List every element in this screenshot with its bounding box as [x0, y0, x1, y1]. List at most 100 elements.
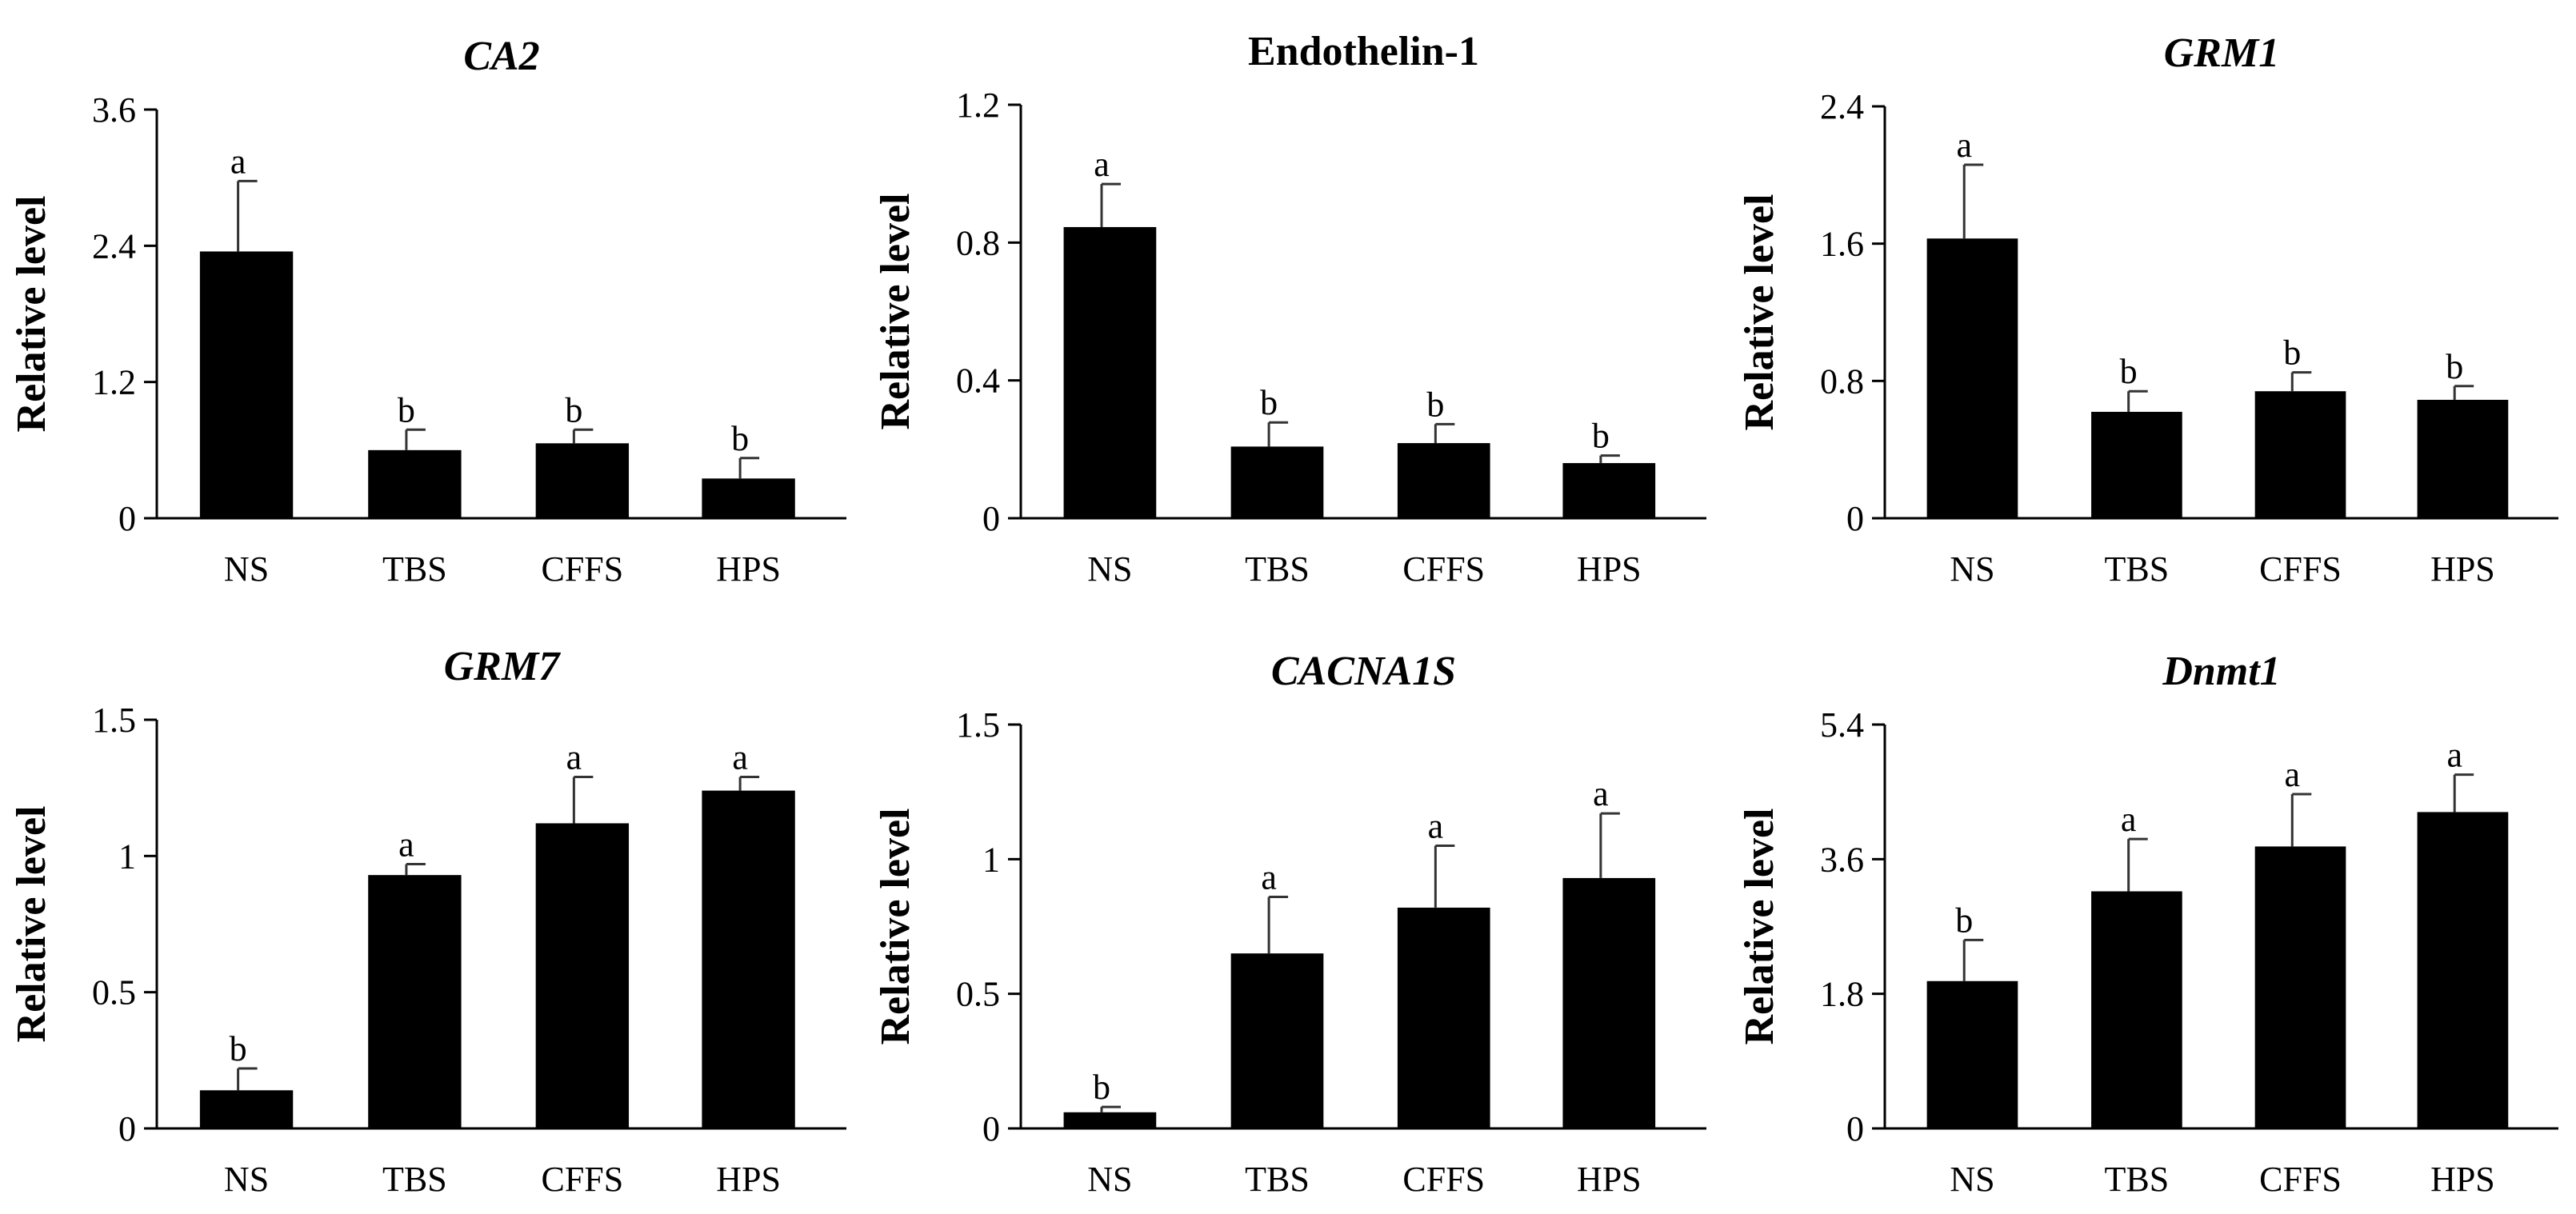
x-tick-label: CFFS — [541, 1160, 623, 1199]
y-tick-label: 0.8 — [956, 223, 1000, 262]
y-tick-label: 0.5 — [956, 975, 1000, 1014]
bar-tbs — [1230, 446, 1324, 518]
chart-panel-2: Endothelin-1 Relative level 0 0.4 0.8 1.2 a NS b… — [873, 29, 1706, 589]
y-tick-label: 0 — [982, 499, 1000, 538]
significance-label: b — [1426, 385, 1444, 424]
significance-label: b — [398, 390, 415, 429]
y-tick-label: 1 — [982, 840, 1000, 879]
y-axis-label: Relative level — [1737, 809, 1782, 1045]
chart-panel-3: GRM1 Relative level 0 0.8 1.6 2.4 a NS b TBS b CFFS… — [1737, 30, 2558, 589]
chart-title: Endothelin-1 — [1248, 29, 1479, 74]
chart-panel-6: Dnmt1 Relative level 0 1.8 3.6 5.4 b NS a TBS a CFF… — [1737, 649, 2558, 1199]
significance-label: b — [2446, 347, 2463, 386]
bar-hps — [1562, 463, 1656, 518]
significance-label: b — [1592, 417, 1610, 456]
y-tick-label: 0 — [118, 1109, 136, 1148]
significance-label: a — [732, 738, 748, 777]
chart-title: Dnmt1 — [2162, 649, 2280, 694]
chart-title: GRM1 — [2164, 30, 2279, 76]
bar-ns — [1063, 1112, 1157, 1128]
x-tick-label: CFFS — [2259, 549, 2342, 589]
y-tick-label: 1.2 — [956, 86, 1000, 125]
y-tick-label: 0.4 — [956, 361, 1000, 401]
bar-ns — [199, 251, 294, 518]
significance-label: a — [1261, 857, 1277, 897]
x-tick-label: CFFS — [541, 549, 623, 589]
x-tick-label: NS — [1087, 1160, 1132, 1199]
x-tick-label: CFFS — [2259, 1160, 2342, 1199]
significance-label: a — [1428, 807, 1444, 846]
significance-label: b — [731, 419, 749, 458]
x-tick-label: TBS — [1245, 549, 1310, 589]
bar-hps — [2417, 399, 2509, 518]
x-tick-label: CFFS — [1402, 1160, 1485, 1199]
significance-label: a — [2446, 736, 2462, 775]
significance-label: a — [398, 825, 414, 865]
y-tick-label: 0.5 — [92, 973, 136, 1012]
y-tick-label: 3.6 — [1820, 840, 1864, 879]
bar-tbs — [368, 875, 462, 1128]
significance-label: a — [1956, 126, 1972, 165]
bar-ns — [1926, 980, 2018, 1128]
x-tick-label: TBS — [1245, 1160, 1310, 1199]
significance-label: a — [2285, 755, 2301, 794]
x-tick-label: NS — [1950, 549, 1994, 589]
x-tick-label: TBS — [2105, 1160, 2170, 1199]
y-tick-label: 0 — [118, 499, 136, 538]
significance-label: b — [565, 390, 582, 429]
x-tick-label: NS — [224, 1160, 269, 1199]
bar-tbs — [1230, 953, 1324, 1128]
x-tick-label: TBS — [2105, 549, 2170, 589]
significance-label: b — [1955, 901, 1973, 940]
x-tick-label: NS — [1087, 549, 1132, 589]
y-tick-label: 1.5 — [92, 701, 136, 740]
y-tick-label: 0 — [1846, 1109, 1864, 1148]
significance-label: a — [1593, 774, 1609, 813]
y-axis-label: Relative level — [873, 194, 918, 430]
y-tick-label: 1 — [118, 837, 136, 876]
y-tick-label: 3.6 — [92, 90, 136, 130]
y-tick-label: 5.4 — [1820, 705, 1864, 745]
bar-ns — [1926, 238, 2018, 518]
significance-label: a — [2121, 800, 2137, 839]
bar-ns — [1063, 226, 1157, 518]
y-tick-label: 0 — [982, 1109, 1000, 1148]
bar-cffs — [1397, 907, 1490, 1128]
y-tick-label: 1.2 — [92, 363, 136, 402]
x-tick-label: HPS — [2430, 1160, 2495, 1199]
chart-title: GRM7 — [444, 644, 561, 689]
chart-panel-5: CACNA1S Relative level 0 0.5 1 1.5 b NS a TBS a CFF… — [873, 649, 1706, 1199]
chart-panel-1: CA2 Relative level 0 1.2 2.4 3.6 a NS b TBS b CFFS b… — [9, 34, 846, 589]
bar-cffs — [2254, 846, 2346, 1128]
significance-label: a — [566, 738, 582, 777]
bar-tbs — [2091, 411, 2182, 518]
y-axis-label: Relative level — [873, 809, 918, 1045]
y-axis-label: Relative level — [9, 806, 54, 1043]
y-tick-label: 0 — [1846, 499, 1864, 538]
bar-cffs — [535, 823, 630, 1128]
bar-hps — [2417, 812, 2509, 1128]
x-tick-label: NS — [224, 549, 269, 589]
chart-panel-4: GRM7 Relative level 0 0.5 1 1.5 b NS a TBS a CFFS a H… — [9, 644, 846, 1199]
x-tick-label: NS — [1950, 1160, 1994, 1199]
x-tick-label: HPS — [716, 1160, 781, 1199]
bar-ns — [199, 1090, 294, 1128]
chart-title: CACNA1S — [1271, 649, 1456, 694]
significance-label: b — [2120, 352, 2138, 391]
significance-label: a — [230, 142, 246, 181]
significance-label: b — [2283, 333, 2301, 373]
x-tick-label: CFFS — [1402, 549, 1485, 589]
bar-tbs — [368, 449, 462, 518]
bar-tbs — [2091, 891, 2182, 1128]
x-tick-label: HPS — [2430, 549, 2495, 589]
bar-hps — [1562, 877, 1656, 1128]
x-tick-label: HPS — [1577, 1160, 1642, 1199]
x-tick-label: HPS — [716, 549, 781, 589]
bar-cffs — [2254, 391, 2346, 518]
x-tick-label: HPS — [1577, 549, 1642, 589]
y-tick-label: 0.8 — [1820, 361, 1864, 401]
y-tick-label: 1.5 — [956, 705, 1000, 745]
significance-label: b — [1260, 383, 1278, 422]
chart-panels: CA2 Relative level 0 1.2 2.4 3.6 a NS b TBS b CFFS b… — [9, 29, 2558, 1199]
significance-label: b — [1093, 1068, 1110, 1107]
